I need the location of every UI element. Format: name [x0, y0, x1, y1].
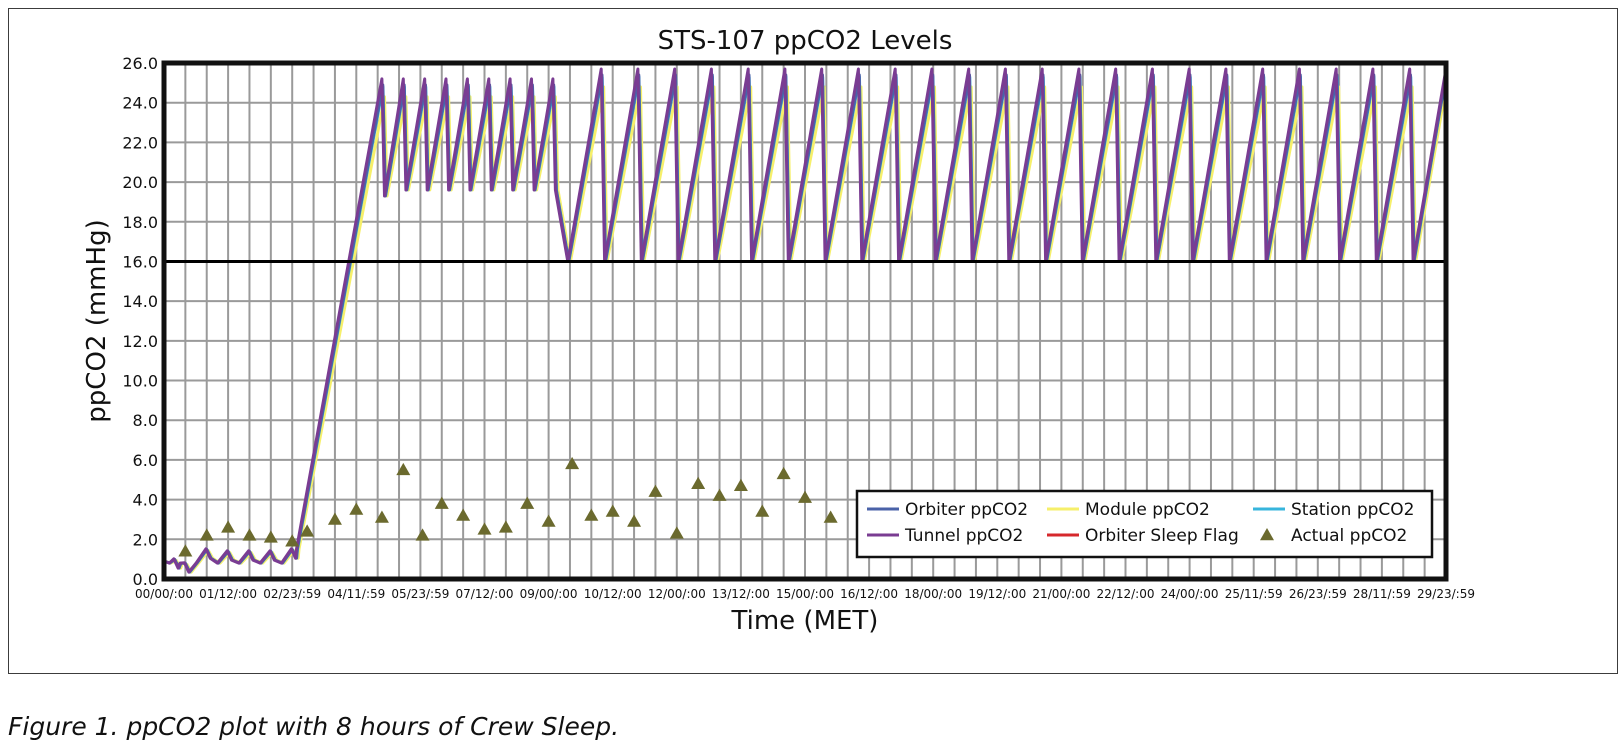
actual-ppco2-marker: [199, 528, 214, 541]
x-tick-label: 04/11/:59: [327, 587, 385, 601]
y-tick-label: 14.0: [122, 292, 158, 311]
actual-ppco2-marker: [584, 508, 599, 521]
x-tick-label: 26/23/:59: [1289, 587, 1347, 601]
y-tick-label: 22.0: [122, 133, 158, 152]
x-tick-label: 02/23/:59: [263, 587, 321, 601]
y-tick-label: 20.0: [122, 173, 158, 192]
tunnel-ppco2-line: [163, 67, 1448, 574]
x-tick-label: 10/12/:00: [584, 587, 642, 601]
actual-ppco2-marker: [178, 544, 193, 557]
legend-swatch-triangle: [1260, 528, 1274, 541]
actual-ppco2-marker: [541, 514, 556, 527]
x-tick-label: 19/12/:00: [968, 587, 1026, 601]
x-tick-label: 21/00/:00: [1032, 587, 1090, 601]
actual-ppco2-marker: [798, 490, 812, 503]
actual-ppco2-marker: [327, 512, 342, 525]
legend-label: Orbiter ppCO2: [905, 500, 1028, 520]
actual-ppco2-marker: [374, 510, 389, 523]
x-tick-label: 13/12/:00: [712, 587, 770, 601]
y-tick-label: 26.0: [122, 54, 158, 73]
x-tick-label: 07/12/:00: [456, 587, 514, 601]
axes: 0.0 2.0 4.0 6.0 8.0 10.0 12.0 14.0 16.0 18.0 20.0 2…: [122, 54, 1475, 601]
x-tick-label: 00/00/:00: [135, 587, 193, 601]
x-tick-label: 29/23/:59: [1417, 587, 1475, 601]
chart-title: STS-107 ppCO2 Levels: [658, 26, 953, 56]
actual-ppco2-marker: [434, 496, 449, 509]
y-tick-label: 10.0: [122, 372, 158, 391]
x-tick-label: 15/00/:00: [776, 587, 834, 601]
actual-ppco2-marker: [300, 524, 315, 537]
y-tick-label: 24.0: [122, 94, 158, 113]
legend: Orbiter ppCO2 Module ppCO2 Station ppCO2 Tu…: [855, 489, 1434, 559]
actual-ppco2-marker: [242, 528, 257, 541]
x-tick-label: 28/11/:59: [1353, 587, 1411, 601]
actual-ppco2-marker: [669, 526, 684, 539]
x-tick-label: 18/00/:00: [904, 587, 962, 601]
x-axis-label: Time (MET): [731, 606, 879, 636]
actual-ppco2-marker: [285, 534, 300, 547]
x-tick-label: 01/12/:00: [199, 587, 257, 601]
series-lines: [163, 67, 1448, 580]
x-tick-label: 09/00/:00: [520, 587, 578, 601]
actual-ppco2-marker: [520, 496, 535, 509]
x-tick-label: 25/11/:59: [1225, 587, 1283, 601]
y-tick-label: 2.0: [133, 530, 158, 549]
y-tick-label: 18.0: [122, 213, 158, 232]
actual-ppco2-marker: [712, 488, 727, 501]
y-tick-label: 0.0: [133, 570, 158, 589]
y-tick-label: 4.0: [133, 491, 158, 510]
actual-ppco2-marker: [627, 514, 642, 527]
legend-box: [855, 489, 1434, 559]
actual-ppco2-marker: [691, 476, 706, 489]
figure-caption: Figure 1. ppCO2 plot with 8 hours of Cre…: [8, 712, 620, 741]
x-tick-label: 05/23/:59: [391, 587, 449, 601]
legend-label: Station ppCO2: [1291, 500, 1415, 520]
y-tick-label: 6.0: [133, 451, 158, 470]
y-tick-label: 8.0: [133, 411, 158, 430]
actual-ppco2-marker: [396, 462, 411, 476]
actual-ppco2-marker: [755, 504, 770, 517]
y-axis-label: ppCO2 (mmHg): [82, 219, 112, 422]
actual-ppco2-marker: [733, 478, 748, 491]
actual-ppco2-marker: [349, 502, 364, 515]
actual-ppco2-markers: [178, 456, 838, 557]
x-tick-label: 24/00/:00: [1161, 587, 1219, 601]
ppco2-chart: 0.0 2.0 4.0 6.0 8.0 10.0 12.0 14.0 16.0 18.0 20.0 2…: [82, 26, 1475, 636]
actual-ppco2-marker: [776, 466, 791, 480]
plot-border: [161, 60, 1449, 582]
legend-label: Tunnel ppCO2: [904, 526, 1023, 546]
actual-ppco2-marker: [263, 530, 278, 543]
x-tick-label: 22/12/:00: [1097, 587, 1155, 601]
x-tick-label: 16/12/:00: [840, 587, 898, 601]
legend-label: Module ppCO2: [1085, 500, 1210, 520]
actual-ppco2-marker: [648, 484, 663, 497]
actual-ppco2-marker: [477, 522, 492, 535]
actual-ppco2-marker: [415, 528, 430, 541]
y-tick-label: 16.0: [122, 252, 158, 271]
x-tick-label: 12/00/:00: [648, 587, 706, 601]
actual-ppco2-marker: [605, 504, 620, 517]
actual-ppco2-marker: [221, 520, 236, 533]
actual-ppco2-marker: [456, 508, 471, 521]
y-tick-label: 12.0: [122, 332, 158, 351]
actual-ppco2-marker: [565, 456, 580, 470]
actual-ppco2-marker: [823, 510, 838, 523]
legend-label: Orbiter Sleep Flag: [1085, 526, 1239, 546]
actual-ppco2-marker: [498, 520, 513, 533]
chart-frame: 0.0 2.0 4.0 6.0 8.0 10.0 12.0 14.0 16.0 18.0 20.0 2…: [8, 8, 1618, 674]
legend-label: Actual ppCO2: [1291, 526, 1407, 546]
